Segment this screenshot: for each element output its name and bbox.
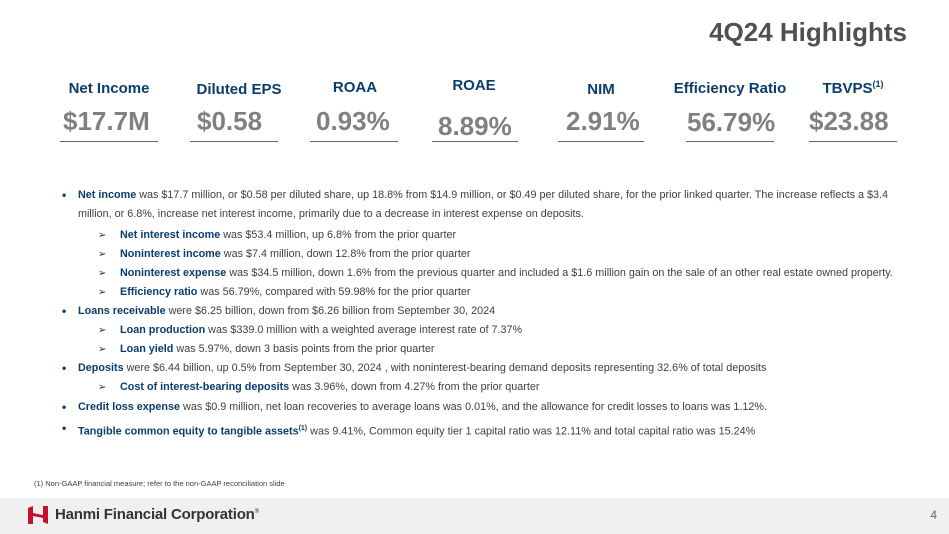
kpi-underline [558,141,644,142]
kpi-label-text: TBVPS [822,80,873,97]
kpi-value: 8.89% [438,111,512,141]
arrow-bullet-icon: ➢ [98,325,107,336]
footer-bar: Hanmi Financial Corporation® 4 [0,498,949,534]
kpi-net-income: Net Income [58,80,160,97]
kpi-underline [432,141,518,142]
bullet-text: was 5.97%, down 3 basis points from the … [173,343,435,355]
bullet-text: was $0.9 million, net loan recoveries to… [180,401,767,413]
kpi-label: NIM [587,81,615,98]
bullet-text: was $53.4 million, up 6.8% from the prio… [220,229,457,241]
kpi-underline [190,141,278,142]
sub-bullet-loan-production: ➢ Loan production was $339.0 million with… [62,321,912,340]
kpi-label: TBVPS(1) [808,79,898,97]
highlights-list: Net income was $17.7 million, or $0.58 p… [62,186,912,442]
page-number: 4 [930,508,937,522]
arrow-bullet-icon: ➢ [98,230,107,241]
kpi-value: $23.88 [809,106,889,136]
bullet-text: was $7.4 million, down 12.8% from the pr… [220,248,471,260]
bullet-term: Tangible common equity to tangible asset… [78,425,299,438]
bullet-term: Cost of interest-bearing deposits [120,381,290,393]
bullet-text: was $34.5 million, down 1.6% from the pr… [226,267,893,279]
kpi-tbvps: TBVPS(1) [808,79,898,97]
bullet-term: Net income [78,189,137,201]
bullet-term: Loan yield [120,343,174,355]
kpi-underline [809,141,897,142]
bullet-text: were $6.25 billion, down from $6.26 bill… [165,305,496,317]
kpi-label: ROAA [332,79,378,96]
kpi-label: ROAE [452,77,496,94]
bullet-term: Credit loss expense [78,401,181,413]
bullet-deposits: Deposits were $6.44 billion, up 0.5% fro… [62,359,912,378]
arrow-bullet-icon: ➢ [98,268,107,279]
arrow-bullet-icon: ➢ [98,344,107,355]
kpi-roaa: ROAA [310,79,400,96]
bullet-text: was 9.41%, Common equity tier 1 capital … [307,425,756,438]
arrow-bullet-icon: ➢ [98,249,107,260]
bullet-text: was 56.79%, compared with 59.98% for the… [197,286,471,298]
bullet-term: Deposits [78,362,124,374]
bullet-term: Efficiency ratio [120,286,198,298]
bullet-text: was $339.0 million with a weighted avera… [205,324,523,336]
sub-bullet-noninterest-expense: ➢ Noninterest expense was $34.5 million, … [62,264,912,283]
kpi-diluted-eps: Diluted EPS [187,81,291,98]
page-title: 4Q24 Highlights [709,17,907,47]
sub-bullet-noninterest-income: ➢ Noninterest income was $7.4 million, do… [62,245,912,264]
footnote-marker: (1) [298,425,308,432]
kpi-efficiency-ratio: Efficiency Ratio [666,80,794,97]
bullet-text: were $6.44 billion, up 0.5% from Septemb… [123,362,767,374]
kpi-underline [60,141,158,142]
sub-bullet-cost-of-deposits: ➢ Cost of interest-bearing deposits was 3… [62,378,912,397]
sub-bullet-loan-yield: ➢ Loan yield was 5.97%, down 3 basis poin… [62,340,912,359]
kpi-underline [686,141,774,142]
kpi-value: $0.58 [197,106,263,136]
bullet-term: Net interest income [120,229,221,241]
arrow-bullet-icon: ➢ [98,382,107,393]
company-logo-text: Hanmi Financial Corporation® [55,506,259,523]
arrow-bullet-icon: ➢ [98,287,107,298]
bullet-loans-receivable: Loans receivable were $6.25 billion, dow… [62,302,912,321]
kpi-label: Diluted EPS [196,81,282,98]
bullet-term: Noninterest expense [120,267,227,279]
bullet-credit-loss-expense: Credit loss expense was $0.9 million, ne… [62,398,912,417]
trademark-symbol: ® [254,509,259,515]
kpi-label: Efficiency Ratio [673,80,787,97]
footnote-marker: (1) [872,79,884,89]
bullet-term: Noninterest income [120,248,221,260]
bullet-tangible-common-equity: Tangible common equity to tangible asset… [62,419,912,442]
bullet-term: Loan production [120,324,206,336]
kpi-value: 2.91% [566,106,640,136]
bullet-text: was 3.96%, down from 4.27% from the prio… [289,381,540,393]
kpi-value: $17.7M [63,106,150,136]
bullet-text: was $17.7 million, or $0.58 per diluted … [78,189,889,220]
kpi-label: Net Income [68,80,150,97]
hanmi-logo-icon [28,506,48,524]
footnote: (1) Non-GAAP financial measure; refer to… [34,479,285,488]
kpi-nim: NIM [558,81,644,98]
bullet-term: Loans receivable [78,305,166,317]
kpi-value: 0.93% [316,106,390,136]
kpi-underline [310,141,398,142]
sub-bullet-net-interest-income: ➢ Net interest income was $53.4 million, … [62,226,912,245]
company-name: Hanmi Financial Corporation [55,506,255,523]
kpi-roae: ROAE [430,77,518,94]
bullet-net-income: Net income was $17.7 million, or $0.58 p… [62,186,912,224]
kpi-value: 56.79% [687,107,776,137]
sub-bullet-efficiency-ratio: ➢ Efficiency ratio was 56.79%, compared w… [62,283,912,302]
